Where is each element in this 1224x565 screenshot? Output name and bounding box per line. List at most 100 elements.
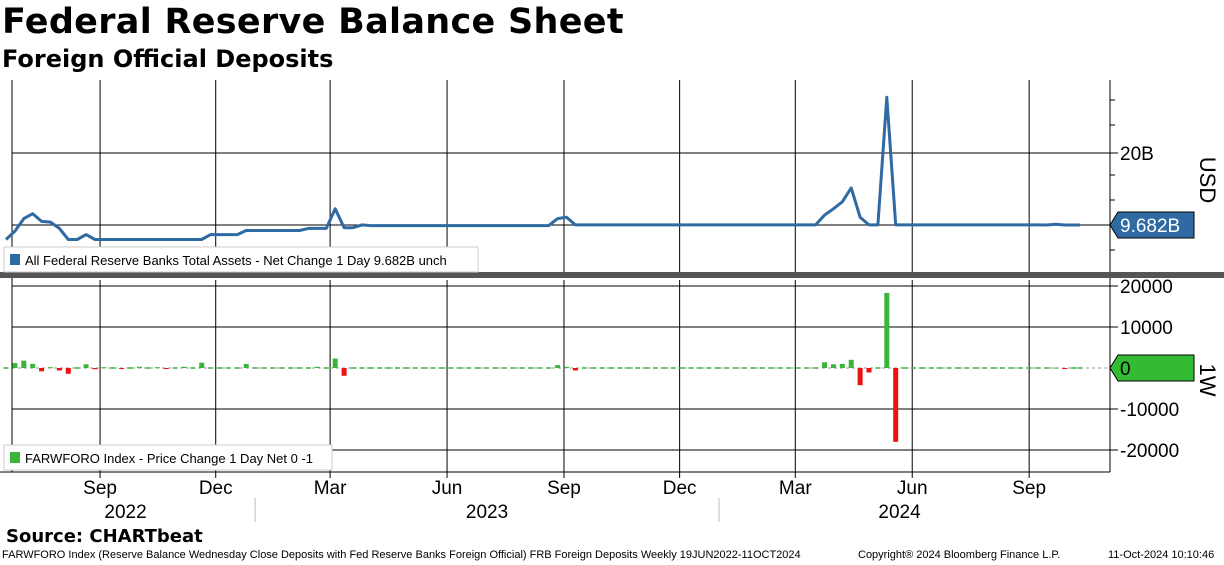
bar bbox=[537, 367, 543, 369]
bar bbox=[786, 367, 792, 369]
x-month-label: Dec bbox=[199, 478, 233, 499]
footer-description: FARWFORO Index (Reserve Balance Wednesda… bbox=[2, 549, 801, 561]
axes: 20B 20000 10000 -10000 -20000 USD 1W 9.682B 0 Jun… bbox=[83, 99, 1220, 523]
bar bbox=[323, 367, 329, 369]
top-y-tick-label: 20B bbox=[1120, 144, 1154, 165]
bar bbox=[1053, 367, 1059, 369]
bar bbox=[394, 367, 400, 369]
bottom-legend-swatch bbox=[10, 452, 20, 463]
bar bbox=[457, 367, 463, 369]
bottom-legend-box bbox=[3, 444, 333, 471]
bottom-panel-series bbox=[3, 292, 1083, 442]
bar bbox=[368, 367, 374, 369]
bar bbox=[475, 367, 481, 369]
bar bbox=[377, 367, 383, 369]
bar bbox=[359, 367, 365, 369]
bar bbox=[430, 367, 436, 369]
bar bbox=[528, 367, 534, 369]
bar bbox=[830, 364, 836, 368]
bar bbox=[1017, 367, 1023, 369]
bar bbox=[305, 367, 311, 369]
page-subtitle: Foreign Official Deposits bbox=[2, 45, 334, 73]
bar bbox=[234, 367, 240, 369]
bar bbox=[661, 367, 667, 369]
bar bbox=[644, 367, 650, 369]
x-month-label: Sep bbox=[547, 478, 581, 499]
bar bbox=[875, 367, 881, 369]
bar bbox=[1044, 367, 1050, 369]
x-month-label: Jun bbox=[432, 478, 463, 499]
bar bbox=[21, 360, 27, 368]
bar bbox=[12, 363, 18, 368]
bar bbox=[483, 367, 489, 369]
bar bbox=[955, 367, 961, 369]
bar bbox=[83, 364, 89, 368]
bar bbox=[1008, 367, 1014, 369]
bar bbox=[982, 367, 988, 369]
bar bbox=[822, 362, 828, 368]
bar bbox=[813, 367, 819, 369]
bar bbox=[56, 368, 62, 371]
x-year-label: 2023 bbox=[466, 502, 508, 523]
x-year-label: 2022 bbox=[104, 502, 146, 523]
bar bbox=[190, 367, 196, 369]
bar bbox=[670, 367, 676, 369]
bar bbox=[403, 367, 409, 369]
bar bbox=[733, 367, 739, 369]
bar bbox=[581, 367, 587, 369]
bar bbox=[555, 365, 561, 368]
bar bbox=[893, 368, 899, 442]
bar bbox=[30, 363, 36, 368]
bar bbox=[199, 362, 205, 368]
bar bbox=[217, 367, 223, 369]
x-month-label: Sep bbox=[83, 478, 117, 499]
bar bbox=[172, 367, 178, 369]
legends: All Federal Reserve Banks Total Assets -… bbox=[3, 246, 479, 471]
bar bbox=[270, 367, 276, 369]
top-panel-series bbox=[4, 95, 1081, 241]
bar bbox=[991, 367, 997, 369]
bar bbox=[777, 367, 783, 369]
bar bbox=[412, 367, 418, 369]
bar bbox=[652, 367, 658, 369]
top-legend: All Federal Reserve Banks Total Assets -… bbox=[3, 246, 479, 273]
bottom-last-value-label: 0 bbox=[1120, 359, 1131, 380]
bottom-legend-label: FARWFORO Index - Price Change 1 Day Net … bbox=[25, 451, 313, 466]
bar bbox=[946, 367, 952, 369]
bar bbox=[279, 367, 285, 369]
bar bbox=[635, 367, 641, 369]
bar bbox=[839, 363, 845, 368]
bar bbox=[288, 367, 294, 369]
bar bbox=[65, 368, 71, 374]
top-y-axis-title: USD bbox=[1195, 157, 1220, 203]
bar bbox=[626, 367, 632, 369]
panel-divider bbox=[0, 272, 1224, 278]
bar bbox=[750, 367, 756, 369]
top-last-value-box bbox=[1109, 211, 1195, 239]
bar bbox=[1035, 367, 1041, 369]
footer-copyright: Copyright® 2024 Bloomberg Finance L.P. bbox=[858, 549, 1061, 561]
bar bbox=[163, 368, 169, 369]
bar bbox=[92, 368, 98, 370]
bar bbox=[136, 366, 142, 368]
bar bbox=[501, 367, 507, 369]
bar bbox=[252, 367, 258, 369]
bar bbox=[448, 367, 454, 369]
bar bbox=[999, 367, 1005, 369]
bar bbox=[804, 367, 810, 369]
bar bbox=[1062, 368, 1068, 369]
bar bbox=[297, 367, 303, 369]
bar bbox=[973, 367, 979, 369]
bar bbox=[1071, 367, 1077, 369]
top-legend-label: All Federal Reserve Banks Total Assets -… bbox=[25, 253, 447, 268]
bar bbox=[857, 368, 863, 386]
bar bbox=[39, 368, 45, 372]
top-last-value-label: 9.682B bbox=[1120, 216, 1180, 237]
bar bbox=[386, 367, 392, 369]
bar bbox=[768, 367, 774, 369]
source-label: Source: CHARTbeat bbox=[6, 526, 203, 547]
bar bbox=[546, 367, 552, 369]
bar bbox=[590, 367, 596, 369]
bar bbox=[884, 292, 890, 368]
bar bbox=[74, 367, 80, 369]
